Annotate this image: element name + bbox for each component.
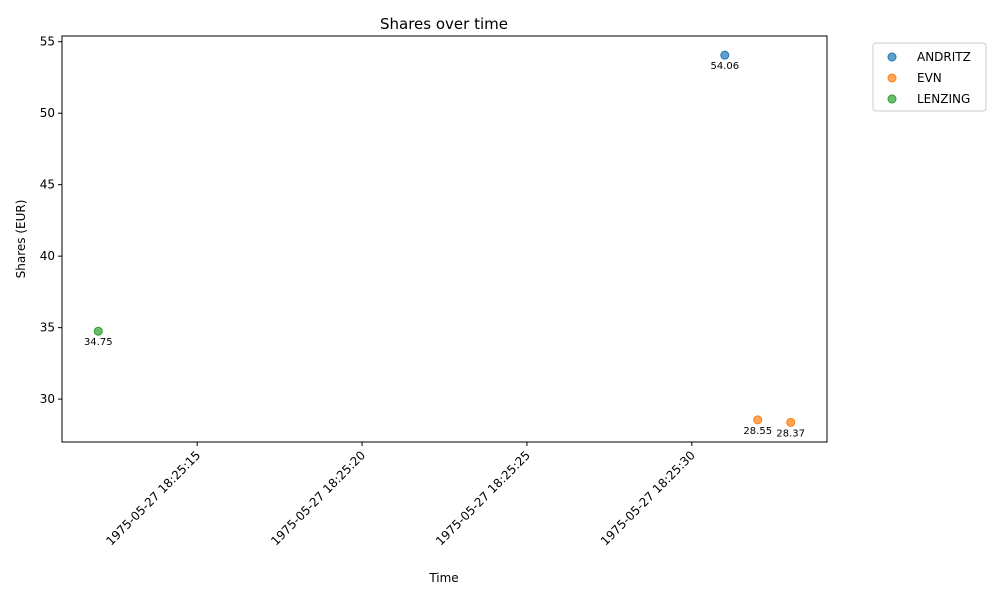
chart-legend: ANDRITZ EVN LENZING (872, 42, 987, 112)
y-tick-label: 40 (40, 249, 55, 263)
legend-label: EVN (917, 71, 942, 85)
data-label: 28.55 (743, 426, 772, 437)
data-label: 28.37 (776, 428, 805, 439)
data-point (720, 50, 730, 60)
x-tick-label: 1975-05-27 18:25:20 (268, 448, 368, 548)
data-points: 54.06 28.55 28.37 34.75 (84, 50, 805, 439)
data-point (93, 326, 103, 336)
y-tick-label: 45 (40, 178, 55, 192)
y-tick-label: 30 (40, 392, 55, 406)
data-point (786, 417, 796, 427)
x-tick-label: 1975-05-27 18:25:15 (103, 448, 203, 548)
plot-frame (61, 35, 828, 443)
chart-title: Shares over time (380, 15, 508, 33)
legend-label: ANDRITZ (917, 50, 971, 64)
legend-marker (887, 52, 897, 62)
legend-label: LENZING (917, 92, 970, 106)
data-label: 34.75 (84, 337, 113, 348)
legend-marker (887, 73, 897, 83)
plot-area: 54.06 28.55 28.37 34.75 1975-05-27 18:25:15… (40, 35, 828, 548)
x-axis-label: Time (428, 571, 458, 585)
x-axis-ticks: 1975-05-27 18:25:15 1975-05-27 18:25:20 19… (103, 442, 698, 548)
y-tick-label: 35 (40, 321, 55, 335)
legend-box (872, 42, 987, 112)
legend-marker (887, 94, 897, 104)
y-axis-ticks: 30 35 40 45 50 55 (40, 35, 62, 406)
data-point (753, 415, 763, 425)
data-label: 54.06 (710, 61, 739, 72)
x-tick-label: 1975-05-27 18:25:30 (598, 448, 698, 548)
y-tick-label: 55 (40, 35, 55, 49)
x-tick-label: 1975-05-27 18:25:25 (433, 448, 533, 548)
y-axis-label: Shares (EUR) (14, 200, 28, 279)
y-tick-label: 50 (40, 106, 55, 120)
